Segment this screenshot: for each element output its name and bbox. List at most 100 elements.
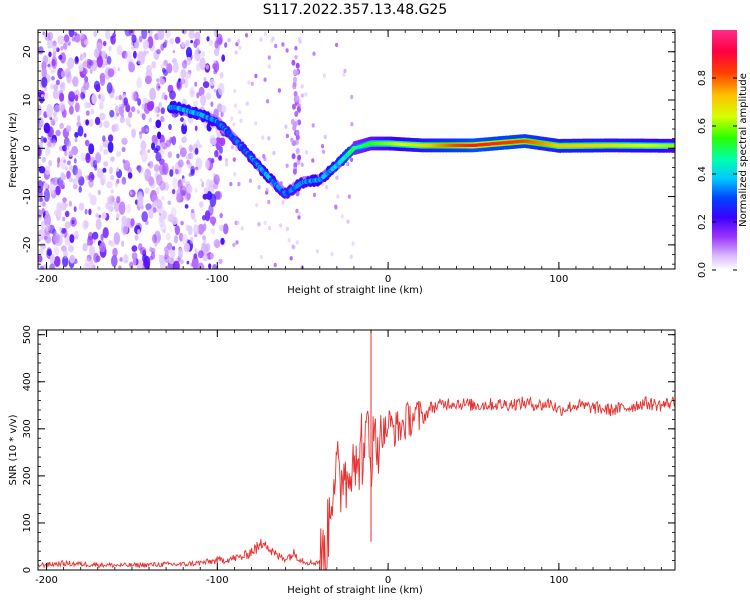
noise-blob bbox=[203, 187, 209, 195]
noise-blob bbox=[250, 81, 254, 87]
noise-blob bbox=[134, 234, 139, 241]
noise-blob bbox=[186, 56, 192, 66]
noise-blob bbox=[103, 120, 110, 128]
noise-blob bbox=[122, 159, 126, 164]
noise-blob bbox=[209, 179, 214, 188]
noise-blob bbox=[315, 249, 319, 254]
noise-blob bbox=[147, 149, 151, 154]
noise-blob bbox=[212, 264, 217, 269]
noise-blob bbox=[44, 235, 48, 240]
noise-blob bbox=[97, 189, 101, 196]
spectrogram-xlabel: Height of straight line (km) bbox=[287, 285, 423, 296]
noise-blob bbox=[90, 174, 95, 180]
noise-blob bbox=[93, 252, 99, 263]
noise-blob bbox=[224, 42, 228, 48]
noise-blob bbox=[183, 119, 187, 126]
noise-blob bbox=[113, 232, 121, 245]
spectrogram-frame bbox=[37, 29, 676, 270]
noise-blob bbox=[210, 137, 217, 146]
noise-blob bbox=[99, 112, 106, 121]
snr-ylabel: SNR (10 * v/v) bbox=[8, 414, 19, 485]
noise-blob bbox=[45, 224, 51, 232]
noise-blob bbox=[279, 223, 283, 228]
noise-blob bbox=[155, 119, 162, 129]
noise-blob bbox=[63, 249, 68, 259]
noise-blob bbox=[285, 163, 289, 168]
streak-blob bbox=[291, 59, 296, 66]
noise-blob bbox=[233, 172, 237, 177]
noise-blob bbox=[69, 254, 75, 264]
noise-blob bbox=[65, 203, 68, 208]
streak-blob bbox=[295, 147, 300, 154]
noise-blob bbox=[165, 30, 171, 39]
noise-blob bbox=[166, 63, 173, 74]
noise-blob bbox=[106, 55, 112, 65]
noise-blob bbox=[281, 42, 285, 47]
streak-blob bbox=[297, 154, 302, 161]
noise-blob bbox=[277, 88, 281, 93]
x-tick-label: -200 bbox=[35, 575, 58, 586]
noise-blob bbox=[79, 32, 85, 40]
noise-blob bbox=[234, 50, 238, 55]
noise-blob bbox=[59, 227, 62, 232]
noise-blob bbox=[153, 200, 158, 205]
noise-blob bbox=[300, 162, 304, 167]
noise-blob bbox=[121, 215, 128, 226]
noise-blob bbox=[297, 211, 301, 216]
noise-blob bbox=[160, 115, 165, 123]
noise-blob bbox=[141, 30, 148, 40]
noise-blob bbox=[209, 216, 217, 225]
noise-blob bbox=[190, 40, 194, 44]
noise-blob bbox=[57, 162, 60, 168]
noise-blob bbox=[59, 122, 64, 129]
noise-blob bbox=[167, 151, 172, 159]
noise-blob bbox=[216, 190, 222, 200]
noise-blob bbox=[114, 113, 117, 120]
noise-blob bbox=[41, 207, 45, 214]
noise-blob bbox=[349, 157, 354, 162]
noise-blob bbox=[59, 92, 65, 102]
noise-blob bbox=[57, 157, 61, 164]
noise-blob bbox=[48, 159, 52, 167]
noise-blob bbox=[75, 168, 83, 180]
noise-blob bbox=[113, 200, 120, 213]
noise-blob bbox=[109, 109, 115, 118]
noise-blob bbox=[255, 203, 259, 208]
colorbar: 0.0 0.2 0.4 0.6 0.8 Normalized spectral ampl… bbox=[697, 30, 749, 278]
colorbar-tick-label: 0.8 bbox=[697, 70, 708, 86]
noise-blob bbox=[156, 49, 161, 55]
noise-blob bbox=[82, 242, 88, 252]
noise-blob bbox=[43, 122, 51, 134]
noise-blob bbox=[149, 255, 153, 261]
noise-blob bbox=[191, 153, 194, 160]
noise-blob bbox=[74, 131, 79, 138]
noise-blob bbox=[311, 123, 315, 128]
noise-blob bbox=[240, 226, 244, 231]
noise-blob bbox=[161, 196, 165, 201]
noise-blob bbox=[232, 122, 236, 127]
noise-blob bbox=[166, 263, 173, 269]
noise-blob bbox=[198, 86, 205, 97]
noise-blob bbox=[110, 174, 115, 181]
noise-blob bbox=[53, 246, 60, 256]
noise-blob bbox=[148, 160, 154, 169]
noise-blob bbox=[336, 194, 340, 199]
noise-blob bbox=[42, 55, 48, 66]
noise-blob bbox=[111, 124, 116, 132]
noise-blob bbox=[152, 207, 157, 213]
noise-blob bbox=[102, 227, 109, 239]
noise-blob bbox=[254, 121, 258, 126]
noise-blob bbox=[64, 150, 68, 157]
noise-blob bbox=[110, 35, 116, 45]
noise-blob bbox=[62, 216, 66, 222]
noise-blob bbox=[137, 98, 142, 106]
noise-blob bbox=[205, 91, 212, 101]
noise-blob bbox=[172, 246, 176, 251]
noise-blob bbox=[179, 259, 184, 265]
streak-blob bbox=[292, 121, 297, 128]
noise-blob bbox=[84, 208, 88, 215]
noise-blob bbox=[116, 167, 120, 172]
noise-blob bbox=[99, 173, 107, 186]
noise-blob bbox=[80, 152, 87, 162]
noise-blob bbox=[144, 75, 152, 85]
